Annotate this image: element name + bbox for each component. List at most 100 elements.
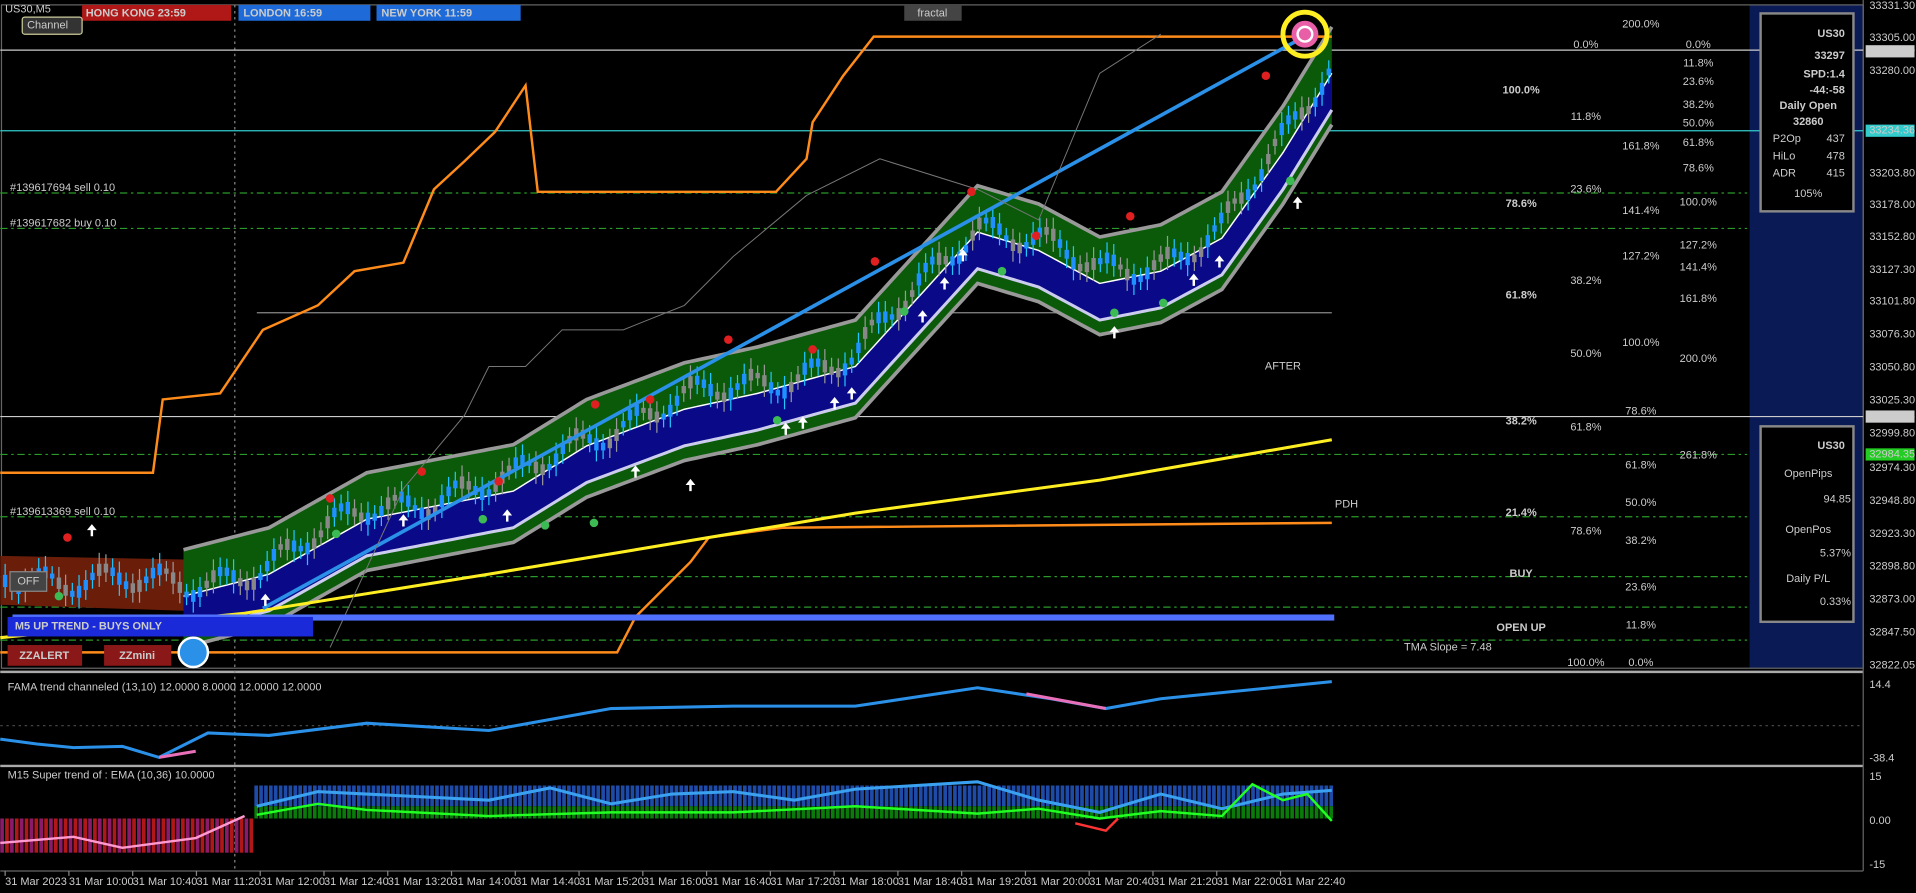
- candle-body: [533, 461, 539, 474]
- candle-body: [822, 360, 828, 373]
- hist-red: [141, 818, 146, 853]
- candle-body: [815, 358, 821, 367]
- time-label: 31 Mar 17:20: [770, 876, 835, 888]
- channel-button[interactable]: Channel: [27, 20, 68, 32]
- hist-green: [1231, 806, 1236, 819]
- zzalert-button: ZZALERT: [19, 650, 69, 662]
- hist-blue: [1075, 785, 1079, 807]
- hist-red: [78, 818, 83, 853]
- red-dot: [1125, 211, 1135, 221]
- price-label: 32948.80: [1869, 495, 1915, 507]
- hist-green: [904, 806, 908, 819]
- candle-body: [426, 509, 431, 520]
- hist-green: [1089, 806, 1094, 819]
- hist-green: [1324, 806, 1329, 819]
- hist-blue: [806, 785, 811, 807]
- hist-red: [5, 818, 9, 853]
- candle-body: [1319, 82, 1325, 95]
- candle-body: [607, 438, 613, 449]
- fib-level: 61.8%: [1625, 459, 1656, 471]
- hist-green: [870, 806, 874, 819]
- price-label: 32974.30: [1869, 462, 1915, 474]
- hist-blue: [1036, 785, 1040, 807]
- up-arrow: [685, 478, 696, 492]
- hist-red: [151, 818, 156, 853]
- clock: HONG KONG 23:59: [86, 7, 186, 19]
- hist-green: [860, 806, 864, 819]
- hist-green: [1304, 806, 1309, 819]
- candle-body: [264, 561, 270, 572]
- hist-blue: [884, 785, 889, 807]
- hist-blue: [591, 785, 596, 807]
- zz-bg: [7, 645, 83, 666]
- info-price: 33297: [1814, 50, 1845, 62]
- time-label: 31 Mar 15:20: [579, 876, 644, 888]
- candle-body: [802, 362, 807, 375]
- hist-green: [464, 806, 469, 819]
- hist-blue: [630, 785, 635, 807]
- hist-green: [552, 806, 557, 819]
- price-label: 33101.80: [1869, 296, 1915, 308]
- hist-blue: [723, 785, 728, 807]
- candle-body: [224, 567, 230, 576]
- hist-green: [801, 806, 806, 819]
- hist-blue: [615, 785, 620, 807]
- hist-blue: [474, 785, 478, 807]
- hist-red: [29, 818, 34, 853]
- time-label: 31 Mar 16:40: [707, 876, 772, 888]
- candle-body: [836, 367, 841, 378]
- time-label: 31 Mar 20:40: [1089, 876, 1154, 888]
- pnl-panel: [1759, 425, 1855, 624]
- red-dot: [417, 467, 426, 476]
- hist-red: [107, 818, 112, 853]
- price-label: 32984.35: [1869, 448, 1915, 460]
- time-label: 31 Mar 14:40: [515, 876, 580, 888]
- candle-body: [144, 576, 149, 584]
- candle-body: [1004, 235, 1009, 241]
- hist-blue: [967, 785, 972, 807]
- candle-body: [372, 513, 377, 521]
- hist-blue: [933, 785, 938, 807]
- off-button: OFF: [17, 575, 39, 587]
- candle-body: [903, 300, 908, 312]
- hist-blue: [689, 785, 693, 807]
- candle-body: [970, 230, 975, 241]
- clock-bg: [238, 4, 371, 21]
- time-label: 31 Mar 18:40: [898, 876, 963, 888]
- hist-blue: [1256, 785, 1260, 807]
- hist-green: [1241, 806, 1246, 819]
- hist-green: [855, 806, 860, 819]
- candle-body: [513, 457, 518, 469]
- candle-body: [990, 217, 996, 228]
- hist-green: [1021, 806, 1026, 819]
- hist-blue: [488, 785, 493, 807]
- hist-green: [542, 806, 547, 819]
- candle-body: [453, 480, 458, 489]
- candle-body: [479, 487, 485, 500]
- candle-body: [560, 444, 566, 454]
- candle-body: [701, 379, 707, 388]
- pnl-symbol: US30: [1817, 440, 1844, 452]
- hist-blue: [620, 785, 625, 807]
- time-label: 31 Mar 12:40: [324, 876, 389, 888]
- candle-body: [191, 590, 196, 602]
- hist-green: [1197, 806, 1202, 819]
- candle-body: [238, 578, 243, 587]
- indicator-label: FAMA trend channeled (13,10) 12.0000 8.0…: [8, 682, 322, 694]
- candle-body: [197, 586, 203, 598]
- candle-body: [553, 453, 559, 466]
- hist-green: [332, 806, 337, 819]
- hist-green: [850, 806, 855, 819]
- green-dot: [772, 415, 782, 425]
- hist-green: [1202, 806, 1206, 819]
- info-row-value: 478: [1827, 150, 1845, 162]
- candle-body: [983, 217, 989, 224]
- hist-green: [1031, 806, 1035, 819]
- hist-red: [44, 818, 48, 853]
- hist-blue: [1221, 785, 1226, 807]
- candle-body: [950, 256, 955, 266]
- candle-body: [849, 357, 854, 365]
- hist-blue: [1031, 785, 1035, 807]
- hist-blue: [997, 785, 1001, 807]
- hist-blue: [1124, 785, 1128, 807]
